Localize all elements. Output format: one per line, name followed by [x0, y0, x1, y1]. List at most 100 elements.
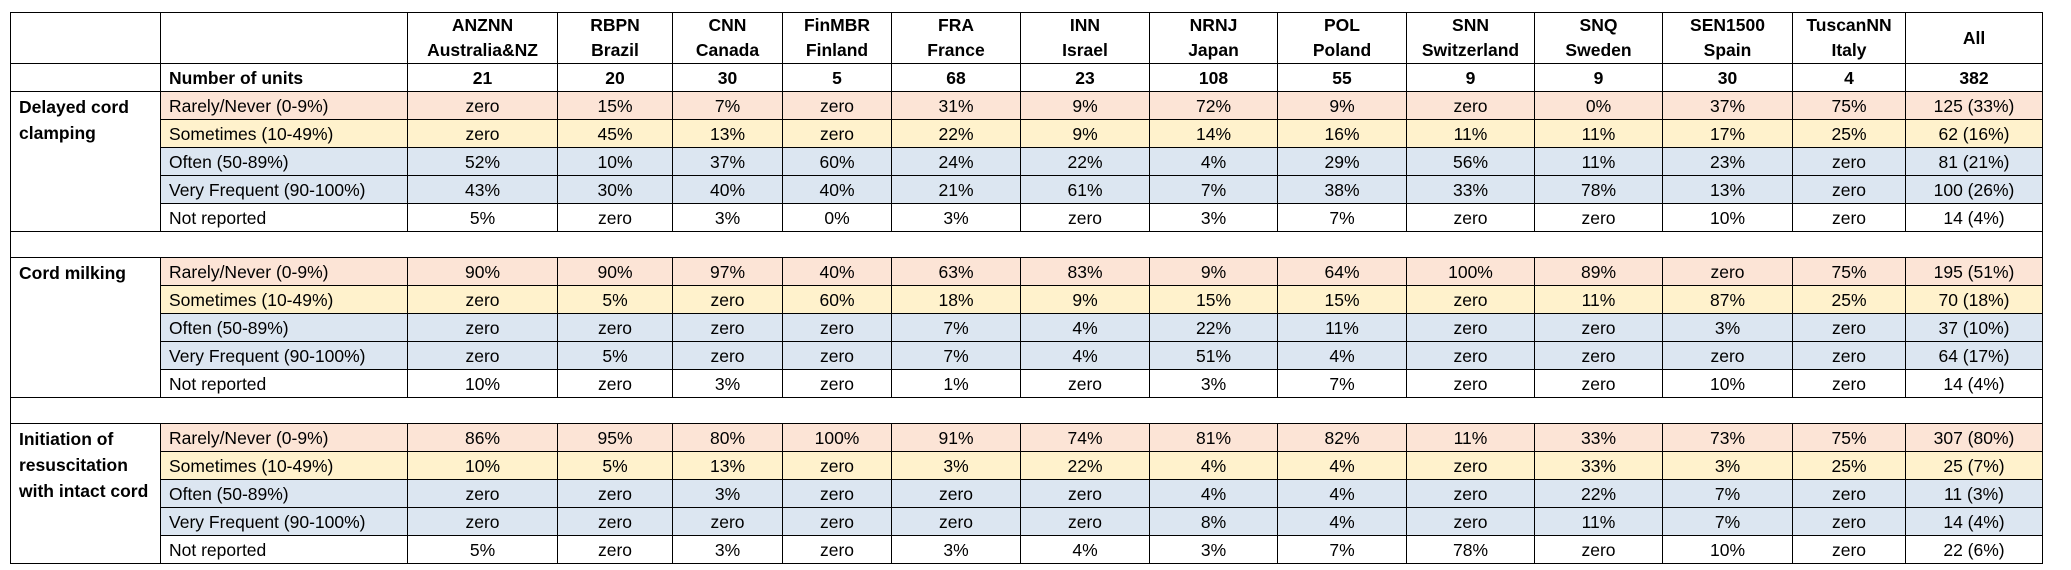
- column-header: SNN Switzerland: [1406, 12, 1535, 64]
- value-cell: 60%: [782, 147, 892, 176]
- value-cell: 3%: [891, 451, 1021, 480]
- value-cell: zero: [891, 507, 1021, 536]
- value-cell: 78%: [1406, 535, 1535, 564]
- frequency-label: Often (50-89%): [160, 313, 408, 342]
- value-cell: 45%: [557, 119, 673, 148]
- value-cell: 22%: [891, 119, 1021, 148]
- value-cell: 80%: [672, 423, 783, 452]
- units-label: Number of units: [160, 63, 408, 92]
- value-cell: 81 (21%): [1905, 147, 2043, 176]
- column-header-network: FinMBR: [803, 15, 871, 35]
- value-cell: 3%: [672, 479, 783, 508]
- value-cell: 7%: [1662, 479, 1793, 508]
- column-header: INN Israel: [1020, 12, 1150, 64]
- value-cell: 11%: [1534, 119, 1663, 148]
- units-row: Number of units 21 20 30 5 68 23 108 55 9 9 30 4 382: [10, 63, 2043, 92]
- value-cell: 8%: [1149, 507, 1278, 536]
- value-cell: 25%: [1792, 285, 1906, 314]
- value-cell: 40%: [672, 175, 783, 204]
- value-cell: zero: [1020, 507, 1150, 536]
- value-cell: 75%: [1792, 91, 1906, 120]
- column-header-country: Poland: [1312, 40, 1372, 60]
- table-row-not-reported: Not reported 5% zero 3% zero 3% 4% 3% 7% 78% zero 1…: [11, 535, 2043, 564]
- value-cell: 25%: [1792, 451, 1906, 480]
- value-cell: 9%: [1020, 285, 1150, 314]
- value-cell: zero: [891, 479, 1021, 508]
- value-cell: 37%: [1662, 91, 1793, 120]
- value-cell: zero: [407, 285, 558, 314]
- column-header-network: SEN1500: [1690, 15, 1765, 35]
- value-cell: zero: [782, 507, 892, 536]
- value-cell: zero: [1406, 369, 1535, 398]
- value-cell: 97%: [672, 257, 783, 286]
- value-cell: zero: [407, 507, 558, 536]
- value-cell: 37%: [672, 147, 783, 176]
- value-cell: 14 (4%): [1905, 203, 2043, 232]
- value-cell: 87%: [1662, 285, 1793, 314]
- section-title: Cord milking: [10, 257, 161, 398]
- value-cell: zero: [1020, 369, 1150, 398]
- value-cell: zero: [1534, 341, 1663, 370]
- value-cell: 18%: [891, 285, 1021, 314]
- units-count-cell: 21: [407, 63, 558, 92]
- units-count-cell: 108: [1149, 63, 1278, 92]
- units-count-cell: 382: [1905, 63, 2043, 92]
- value-cell: 10%: [407, 369, 558, 398]
- value-cell: zero: [1662, 257, 1793, 286]
- value-cell: 4%: [1020, 535, 1150, 564]
- value-cell: 75%: [1792, 257, 1906, 286]
- column-header: ANZNN Australia&NZ: [407, 12, 558, 64]
- value-cell: 1%: [891, 369, 1021, 398]
- value-cell: 4%: [1020, 313, 1150, 342]
- value-cell: 7%: [1277, 535, 1407, 564]
- value-cell: 60%: [782, 285, 892, 314]
- value-cell: 95%: [557, 423, 673, 452]
- value-cell: 56%: [1406, 147, 1535, 176]
- value-cell: zero: [407, 479, 558, 508]
- value-cell: zero: [782, 341, 892, 370]
- value-cell: zero: [1792, 147, 1906, 176]
- table-row-very-frequent: Very Frequent (90-100%) 43% 30% 40% 40% 21% 61…: [11, 175, 2043, 204]
- column-header-network: SNQ: [1579, 15, 1618, 35]
- value-cell: 4%: [1277, 451, 1407, 480]
- value-cell: 63%: [891, 257, 1021, 286]
- units-count-cell: 23: [1020, 63, 1150, 92]
- section-title: Initiation of resuscitation with intact …: [10, 423, 161, 564]
- table-row-sometimes: Sometimes (10-49%) 10% 5% 13% zero 3% 22% 4% 4% z…: [11, 451, 2043, 480]
- frequency-label: Not reported: [160, 203, 408, 232]
- value-cell: zero: [1020, 479, 1150, 508]
- value-cell: 22%: [1149, 313, 1278, 342]
- value-cell: 3%: [672, 203, 783, 232]
- value-cell: 0%: [1534, 91, 1663, 120]
- value-cell: 5%: [557, 451, 673, 480]
- table-row-often: Often (50-89%) 52% 10% 37% 60% 24% 22% 4% 29% 56%…: [11, 147, 2043, 176]
- frequency-label: Sometimes (10-49%): [160, 451, 408, 480]
- units-count-cell: 30: [672, 63, 783, 92]
- value-cell: 4%: [1149, 479, 1278, 508]
- column-header: All: [1905, 12, 2043, 64]
- cord-management-table: ANZNN Australia&NZ RBPN Brazil CNN Canada FinM…: [10, 12, 2043, 564]
- value-cell: zero: [1406, 285, 1535, 314]
- value-cell: 7%: [891, 313, 1021, 342]
- table-row-often: Often (50-89%) zero zero 3% zero zero zero 4% 4%…: [11, 479, 2043, 508]
- value-cell: 3%: [1149, 203, 1278, 232]
- frequency-label: Sometimes (10-49%): [160, 285, 408, 314]
- column-header-country: Switzerland: [1421, 40, 1520, 60]
- value-cell: 13%: [672, 119, 783, 148]
- value-cell: 15%: [557, 91, 673, 120]
- frequency-label: Rarely/Never (0-9%): [160, 423, 408, 452]
- value-cell: zero: [1792, 313, 1906, 342]
- value-cell: 70 (18%): [1905, 285, 2043, 314]
- value-cell: 82%: [1277, 423, 1407, 452]
- value-cell: zero: [782, 451, 892, 480]
- value-cell: zero: [557, 479, 673, 508]
- value-cell: zero: [1534, 369, 1663, 398]
- units-count-cell: 20: [557, 63, 673, 92]
- spacer-cell: [10, 231, 2043, 258]
- value-cell: 86%: [407, 423, 558, 452]
- value-cell: 3%: [891, 535, 1021, 564]
- value-cell: 24%: [891, 147, 1021, 176]
- value-cell: 21%: [891, 175, 1021, 204]
- value-cell: 9%: [1277, 91, 1407, 120]
- value-cell: zero: [782, 369, 892, 398]
